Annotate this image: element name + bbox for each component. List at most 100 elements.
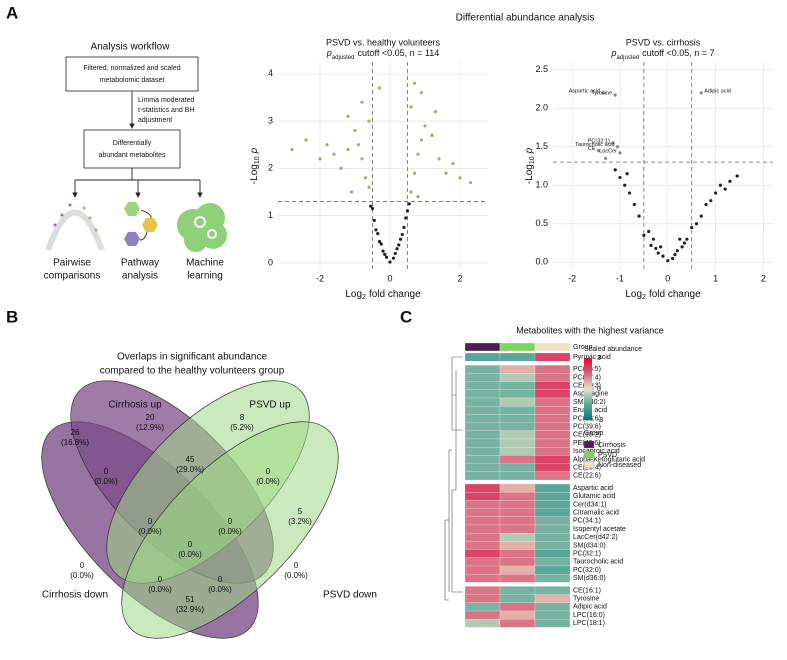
heatmap-cell <box>499 414 536 423</box>
point <box>369 204 373 208</box>
point <box>451 162 455 166</box>
point <box>393 251 397 256</box>
point <box>384 255 389 259</box>
panel-label: B <box>6 307 18 326</box>
legend-swatch <box>583 440 595 449</box>
heatmap-cell <box>499 471 536 481</box>
venn-title: Overlaps in significant abundance <box>117 352 268 363</box>
group-bar <box>499 342 536 352</box>
heatmap-cell <box>499 500 536 509</box>
x-axis-label: Log2 fold change <box>345 289 421 301</box>
heatmap-cell <box>464 422 501 431</box>
point <box>304 138 308 142</box>
pathway-icon <box>124 202 158 246</box>
subtitle-text: cutoff <0.05, n = 7 <box>642 48 714 58</box>
venn-count: 26 <box>71 428 80 437</box>
heatmap-cell <box>534 492 571 501</box>
y-label-part: -Log <box>524 164 535 184</box>
box-text: abundant metabolites <box>99 152 166 159</box>
ml-icon <box>177 203 227 252</box>
x-label-part: fold change <box>649 289 701 300</box>
point <box>391 256 396 260</box>
row-label: LPC(16:0) <box>573 612 605 619</box>
point <box>670 256 675 261</box>
connector <box>75 168 200 181</box>
point <box>656 251 660 255</box>
point <box>685 237 689 241</box>
y-axis-label: -Log10 p <box>249 147 261 184</box>
legend-label: Cirrhosis <box>598 442 626 449</box>
heatmap-cell <box>534 365 571 374</box>
output-label: Pairwise <box>53 258 91 269</box>
row-label: PC(34:1) <box>573 518 601 525</box>
legend-swatch <box>583 450 595 459</box>
output-label: Pathway <box>121 258 159 269</box>
row-label: Pyruvic acid <box>573 354 611 361</box>
heatmap-cell <box>464 438 501 448</box>
point <box>728 179 732 184</box>
heatmap-cell <box>499 602 536 612</box>
row-label: PC(32:0) <box>573 567 601 574</box>
heatmap-cell <box>499 463 536 472</box>
x-label-sub: 2 <box>362 294 366 301</box>
row-label: Isopentyl acetate <box>573 526 626 533</box>
heatmap-cell <box>499 565 536 575</box>
venn-count: 5 <box>298 507 303 516</box>
heatmap-cell <box>499 352 536 362</box>
x-tick-label: -2 <box>316 273 324 283</box>
y-tick-label: 1 <box>268 210 273 220</box>
heatmap-cell <box>464 541 501 550</box>
point <box>694 222 699 226</box>
heatmap-cell <box>534 594 571 603</box>
heatmap-cell <box>534 516 571 526</box>
y-label-part: -Log <box>249 164 260 184</box>
x-tick-label: 2 <box>761 273 766 283</box>
heatmap-cell <box>499 619 536 628</box>
point <box>356 143 361 147</box>
heatmap-cell <box>464 574 501 583</box>
plot-area <box>553 62 773 270</box>
dendrogram <box>444 356 463 601</box>
heatmap-cell <box>464 373 501 382</box>
point <box>423 124 427 128</box>
x-label-part: Log <box>625 289 642 300</box>
heatmap-cell <box>534 508 571 517</box>
output-label: analysis <box>122 271 158 282</box>
heatmap-cell <box>464 586 501 595</box>
venn-count: 0 <box>228 517 233 526</box>
venn-count: 0 <box>148 517 153 526</box>
x-label-part: fold change <box>369 289 421 300</box>
chart-subtitle: padjusted cutoff <0.05, n = 7 <box>610 48 714 60</box>
step-text: t-statistics and BH <box>138 107 194 114</box>
point <box>376 232 380 236</box>
point <box>649 243 653 247</box>
subtitle-sub: adjusted <box>332 55 355 61</box>
point <box>346 114 350 118</box>
heatmap-cell <box>499 373 536 382</box>
venn-count: 0 <box>294 561 299 570</box>
box-text: metabolomic dataset <box>100 77 165 84</box>
x-tick-label: 2 <box>457 273 462 283</box>
point <box>433 110 438 114</box>
venn-percent: (0.0%) <box>138 527 162 536</box>
point <box>412 171 417 175</box>
group-bar <box>464 342 501 352</box>
workflow-box <box>65 56 199 92</box>
point <box>419 91 424 95</box>
row-label: CE(22:6) <box>573 473 601 480</box>
chart-title: Metabolites with the highest variance <box>516 325 664 335</box>
heatmap-cell <box>499 492 536 501</box>
heatmap-cell <box>464 455 501 464</box>
heatmap-cell <box>534 574 571 583</box>
heatmap-cell <box>534 557 571 567</box>
heatmap-cell <box>464 619 501 628</box>
heatmap-cell <box>464 557 501 567</box>
y-tick-label: 1.5 <box>535 141 548 151</box>
heatmap-cell <box>464 381 501 390</box>
heatmap-cell <box>464 492 501 501</box>
heatmap-cell <box>499 516 536 526</box>
output-label: comparisons <box>44 271 101 282</box>
heatmap-cell <box>499 557 536 567</box>
point <box>360 100 364 104</box>
point <box>654 246 658 251</box>
